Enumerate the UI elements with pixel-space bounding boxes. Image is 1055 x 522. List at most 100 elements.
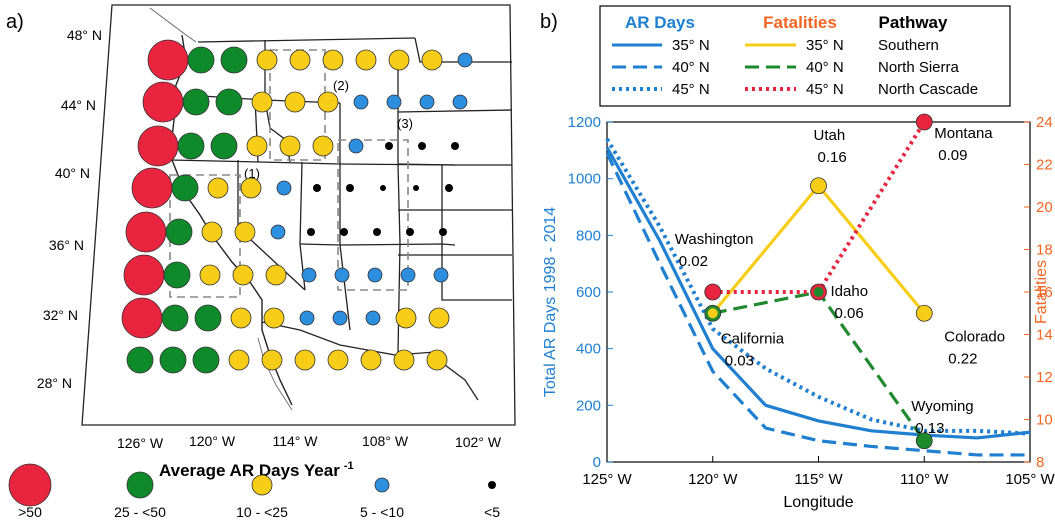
state-name-label: Washington	[675, 231, 754, 248]
ar-days-dot	[406, 228, 414, 236]
region-label: (3)	[397, 116, 413, 131]
panel-a-map: a)	[6, 4, 516, 520]
ar-days-dot	[380, 185, 386, 191]
ar-days-dot	[147, 39, 189, 81]
map-legend-label: 25 - <50	[114, 504, 166, 520]
fatality-line	[712, 120, 926, 294]
ar-days-dot	[284, 91, 306, 113]
ar-days-dot	[121, 297, 163, 339]
ar-days-dot	[457, 52, 473, 68]
ar-days-dot	[194, 304, 222, 332]
ar-days-dot	[418, 142, 426, 150]
x-axis-label: Longitude	[783, 494, 853, 511]
ar-days-line	[605, 146, 1031, 440]
ar-days-dot	[159, 346, 187, 374]
ar-days-dot	[299, 310, 315, 326]
y2-axis-label: Fatalities	[1033, 260, 1050, 324]
y-tick-label: 800	[576, 227, 601, 244]
lon-label: 126° W	[117, 435, 164, 451]
y-tick-label: 1000	[568, 171, 601, 188]
ar-days-dot	[346, 184, 354, 192]
ar-days-dot	[421, 49, 443, 71]
ar-days-dot	[322, 49, 344, 71]
ar-days-dot	[137, 125, 179, 167]
ar-days-dot	[234, 221, 256, 243]
x-tick-label: 120° W	[688, 471, 738, 488]
ar-days-dot	[220, 46, 248, 74]
y-tick-label: 600	[576, 284, 601, 301]
ar-days-dot	[251, 91, 273, 113]
map-legend-swatch	[8, 463, 52, 507]
state-value-label: 0.06	[835, 305, 864, 322]
y-tick-label: 1200	[568, 114, 601, 131]
lon-label: 108° W	[362, 433, 409, 449]
ar-days-dot	[395, 307, 417, 329]
map-legend-title-sup: -1	[344, 460, 354, 472]
ar-days-dot	[294, 349, 316, 371]
state-name-label: Idaho	[831, 283, 869, 300]
y2-tick-label: 18	[1036, 242, 1053, 259]
state-marker	[707, 308, 718, 319]
ar-days-dot	[263, 307, 285, 329]
ar-days-dot	[228, 349, 250, 371]
state-marker	[704, 283, 722, 301]
ar-days-dot	[232, 264, 254, 286]
ar-days-dot	[125, 211, 167, 253]
baja-coast	[257, 337, 293, 411]
ar-days-dot	[400, 267, 416, 283]
ar-days-dot	[240, 177, 262, 199]
y2-tick-label: 14	[1036, 327, 1053, 344]
ar-days-dot	[265, 264, 287, 286]
ar-days-dot	[256, 49, 278, 71]
ar-days-dot	[445, 184, 453, 192]
ar-days-dot	[386, 94, 402, 110]
mexico-border	[261, 321, 479, 401]
chart-legend-header: Pathway	[879, 13, 949, 32]
ar-days-dot	[451, 142, 459, 150]
ar-days-dot	[439, 228, 447, 236]
state-name-label: Utah	[814, 127, 846, 144]
y2-tick-label: 24	[1036, 114, 1053, 131]
lat-label: 40° N	[55, 165, 90, 181]
ar-days-dot	[187, 46, 215, 74]
lat-label: 36° N	[49, 237, 84, 253]
y2-tick-label: 8	[1036, 454, 1044, 471]
state-value-label: 0.13	[915, 420, 944, 437]
lat-label: 48° N	[67, 27, 102, 43]
ar-days-dot	[279, 135, 301, 157]
ar-days-dot	[182, 88, 210, 116]
ar-days-dot	[199, 264, 221, 286]
ar-days-dot	[353, 94, 369, 110]
legend-ar-label: 40° N	[672, 59, 710, 76]
lat-label: 44° N	[61, 97, 96, 113]
map-legend-label: 5 - <10	[360, 504, 404, 520]
ar-days-dot	[270, 224, 286, 240]
ar-days-dot	[385, 142, 393, 150]
y2-tick-label: 20	[1036, 199, 1053, 216]
state-marker	[813, 287, 824, 297]
ar-days-dot	[215, 88, 243, 116]
panel-a-label: a)	[6, 11, 24, 33]
legend-fatality-label: 40° N	[806, 59, 844, 76]
legend-pathway-label: North Sierra	[878, 59, 960, 76]
state-value-label: 0.16	[818, 149, 847, 166]
state-value-label: 0.09	[938, 147, 967, 164]
ar-days-dot	[332, 310, 348, 326]
state-value-label: 0.22	[948, 350, 977, 367]
map-legend-label: <5	[484, 504, 500, 520]
ar-days-dot	[126, 346, 154, 374]
ar-days-line	[605, 137, 1031, 436]
chart-legend-header: AR Days	[625, 13, 695, 32]
ar-days-dot	[171, 174, 199, 202]
state-name-label: Montana	[934, 125, 993, 142]
lon-label: 120° W	[189, 433, 236, 449]
legend-fatality-label: 45° N	[806, 81, 844, 98]
lon-label: 102° W	[455, 434, 502, 450]
ar-days-dot	[365, 310, 381, 326]
ar-days-dot	[246, 135, 268, 157]
ar-days-dot	[334, 267, 350, 283]
ar-days-dot	[426, 349, 448, 371]
ar-days-dot	[348, 138, 364, 154]
ar-days-dot	[163, 261, 191, 289]
state-name-label: Colorado	[944, 328, 1005, 345]
